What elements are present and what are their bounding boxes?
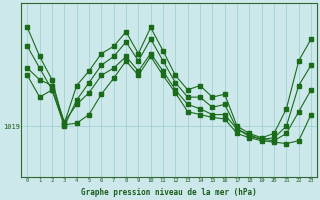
X-axis label: Graphe pression niveau de la mer (hPa): Graphe pression niveau de la mer (hPa) xyxy=(81,188,257,197)
